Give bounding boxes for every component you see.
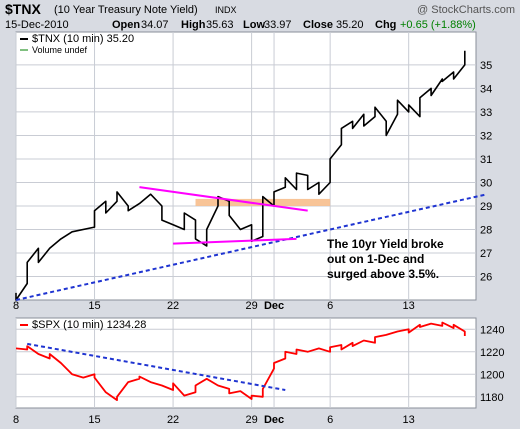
- y-tick-label: 32: [480, 130, 492, 142]
- low-value: 33.97: [264, 19, 292, 31]
- y-tick-label: 33: [480, 107, 492, 119]
- y-tick-label: 34: [480, 83, 492, 95]
- x-tick-label: 22: [167, 414, 179, 426]
- x-tick-label: 6: [327, 414, 333, 426]
- x-tick-label: Dec: [264, 300, 284, 312]
- x-tick-label: 15: [88, 414, 100, 426]
- symbol: $TNX: [5, 1, 41, 17]
- y-tick-label: 30: [480, 177, 492, 189]
- legend-entry: $SPX (10 min) 1234.28: [32, 319, 146, 331]
- x-tick-label: 8: [13, 414, 19, 426]
- y-tick-label: 35: [480, 60, 492, 72]
- high-value: 35.63: [206, 19, 234, 31]
- price-panel: 26 27 28 29 30 31 32 33 34 35 8 15 22 29 Dec 6 13 $TNX (1…: [13, 31, 492, 312]
- chg-label: Chg: [375, 19, 396, 31]
- open-value: 34.07: [141, 19, 169, 31]
- close-value: 35.20: [336, 19, 364, 31]
- y-tick-label: 27: [480, 248, 492, 260]
- y-tick-label: 1240: [480, 324, 504, 336]
- low-label: Low: [243, 19, 265, 31]
- x-tick-label: 29: [245, 414, 257, 426]
- chg-value: +0.65 (+1.88%): [400, 19, 476, 31]
- open-label: Open: [112, 19, 140, 31]
- close-label: Close: [303, 19, 333, 31]
- y-tick-label: 29: [480, 201, 492, 213]
- spx-panel: 1180 1200 1220 1240 8 15 22 29 Dec 6 13 $SPX (10 mi…: [13, 317, 504, 426]
- legend-entry: Volume undef: [32, 45, 88, 55]
- x-tick-label: 29: [245, 300, 257, 312]
- quote-date: 15-Dec-2010: [5, 19, 69, 31]
- x-tick-label: Dec: [264, 414, 284, 426]
- y-tick-label: 1220: [480, 347, 504, 359]
- y-tick-label: 26: [480, 271, 492, 283]
- plot-area: [15, 31, 477, 301]
- copyright: @ StockCharts.com: [417, 4, 515, 16]
- chart-header: $TNX (10 Year Treasury Note Yield) INDX …: [5, 1, 515, 31]
- x-tick-label: 8: [13, 300, 19, 312]
- tnx-series-line: [15, 50, 466, 301]
- dashed-trendline: [27, 342, 286, 391]
- x-tick-label: 15: [88, 300, 100, 312]
- y-tick-label: 31: [480, 154, 492, 166]
- x-tick-label: 13: [403, 414, 415, 426]
- annotation-text: The 10yr Yield broke: [327, 237, 444, 251]
- triangle-trendline: [173, 237, 297, 245]
- high-label: High: [181, 19, 206, 31]
- annotation-text: out on 1-Dec and: [327, 252, 424, 266]
- x-tick-label: 22: [167, 300, 179, 312]
- x-tick-label: 6: [327, 300, 333, 312]
- y-tick-label: 28: [480, 224, 492, 236]
- annotation-text: surged above 3.5%.: [327, 267, 439, 281]
- y-tick-label: 1180: [480, 392, 504, 404]
- triangle-trendline: [139, 186, 308, 212]
- x-tick-label: 13: [403, 300, 415, 312]
- dashed-trendline: [15, 193, 488, 301]
- plot-area: [15, 317, 477, 409]
- legend-entry: $TNX (10 min) 35.20: [32, 33, 134, 45]
- symbol-name: (10 Year Treasury Note Yield): [54, 4, 198, 16]
- spx-series-line: [15, 321, 466, 402]
- exchange: INDX: [215, 5, 237, 15]
- y-tick-label: 1200: [480, 369, 504, 381]
